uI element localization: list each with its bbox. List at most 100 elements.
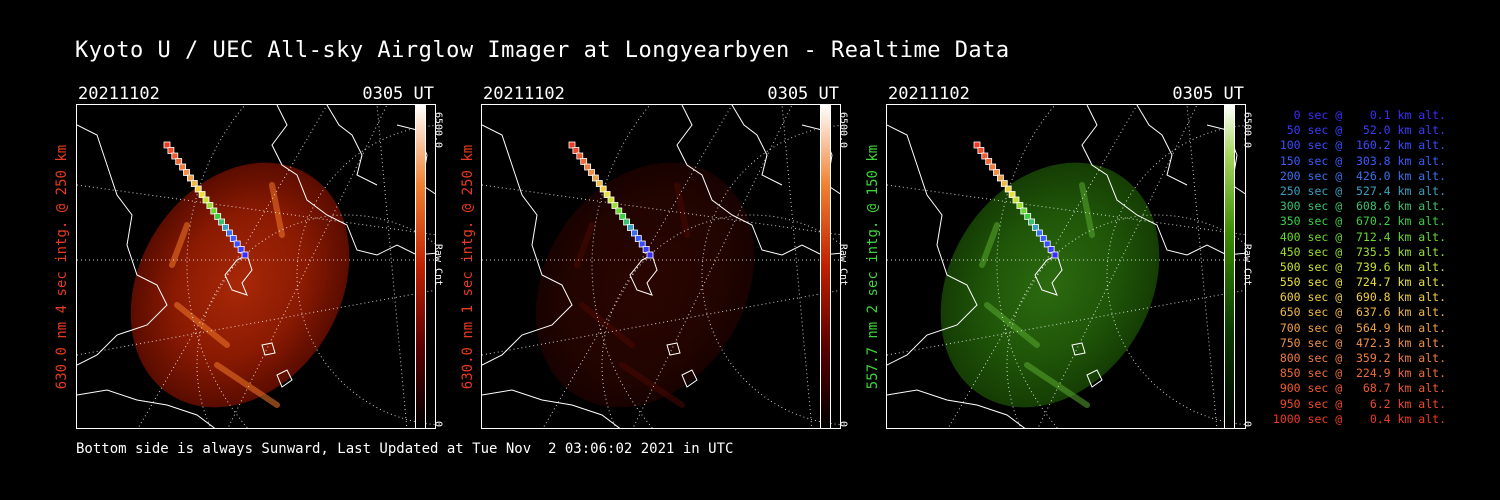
track-marker — [167, 147, 175, 154]
colorbar-max: 6500.0 — [1241, 111, 1253, 149]
aurora-streak — [1024, 362, 1090, 408]
track-marker — [1016, 202, 1024, 209]
legend-row: 1000 sec @ 0.4 km alt. — [1272, 411, 1446, 426]
track-marker — [584, 163, 591, 171]
track-marker — [175, 158, 183, 165]
track-marker — [1020, 207, 1028, 215]
track-marker — [229, 235, 237, 242]
track-marker — [615, 207, 623, 215]
coastline — [887, 124, 978, 366]
colorbar — [415, 104, 426, 429]
grid-line — [781, 105, 813, 428]
coastline — [271, 105, 435, 256]
track-marker — [977, 147, 985, 154]
track-marker — [634, 235, 642, 242]
track-marker — [592, 174, 599, 182]
aurora-streak — [674, 182, 690, 238]
track-marker — [187, 174, 194, 182]
panel-date: 20211102 — [483, 84, 565, 104]
coastline — [801, 124, 840, 195]
grid-line — [1037, 105, 1198, 428]
panel-time: 0305 UT — [1172, 84, 1244, 104]
track-marker — [973, 141, 981, 149]
legend-row: 200 sec @ 426.0 km alt. — [1279, 168, 1446, 183]
track-marker — [572, 147, 580, 154]
track-marker — [206, 202, 214, 209]
coastline — [1206, 124, 1245, 195]
track-marker — [171, 152, 179, 160]
track-marker — [1047, 246, 1055, 253]
track-marker — [233, 240, 241, 248]
track-marker — [190, 180, 198, 187]
coastline — [482, 124, 573, 366]
track-marker — [218, 218, 226, 226]
colorbar-unit: Raw Cnt — [432, 243, 444, 287]
coastline — [482, 389, 621, 428]
aurora-streak — [269, 182, 285, 238]
footer-note: Bottom side is always Sunward, Last Upda… — [76, 441, 734, 457]
colorbar-unit: Raw Cnt — [1241, 243, 1253, 287]
track-marker — [646, 251, 654, 259]
grid-line — [77, 289, 435, 356]
legend-row: 50 sec @ 52.0 km alt. — [1286, 123, 1446, 138]
panel-ylabel: 630.0 nm 1 sec intg. @ 250 km — [460, 144, 476, 389]
colorbar-min: 0 — [1241, 420, 1253, 428]
track-marker — [1008, 191, 1016, 198]
track-marker — [163, 141, 171, 149]
track-marker — [627, 224, 634, 231]
panel-time: 0305 UT — [362, 84, 434, 104]
coastline — [887, 389, 1026, 428]
aurora-streak — [619, 362, 685, 408]
track-marker — [638, 240, 646, 248]
panel-ylabel: 557.7 nm 2 sec intg. @ 150 km — [865, 144, 881, 389]
track-marker — [202, 196, 210, 204]
panel-date: 20211102 — [78, 84, 160, 104]
track-marker — [1028, 218, 1036, 226]
legend-row: 450 sec @ 735.5 km alt. — [1279, 244, 1446, 259]
colorbar-min: 0 — [432, 420, 444, 428]
track-marker — [993, 169, 1000, 176]
coastline — [1081, 105, 1245, 256]
track-marker — [237, 246, 245, 253]
coastline — [1071, 342, 1103, 388]
aurora-streak — [979, 222, 1000, 268]
coastline — [1136, 105, 1188, 186]
coastline — [77, 389, 216, 428]
track-marker — [576, 152, 584, 160]
satellite-track-legend: 0 sec @ 0.1 km alt. 50 sec @ 52.0 km alt.… — [1256, 108, 1446, 427]
track-marker — [214, 213, 222, 220]
track-marker — [599, 185, 607, 193]
track-marker — [225, 229, 233, 237]
colorbar-max: 6500.0 — [432, 111, 444, 149]
grid-line — [376, 105, 408, 428]
track-marker — [989, 163, 996, 171]
aurora-streak — [214, 362, 280, 408]
coastline — [731, 105, 783, 186]
allsky-image — [886, 104, 1246, 429]
coastline — [676, 105, 840, 256]
track-marker — [1000, 180, 1008, 187]
grid-line — [632, 105, 793, 428]
page-title: Kyoto U / UEC All-sky Airglow Imager at … — [75, 38, 1010, 63]
track-marker — [1043, 240, 1051, 248]
track-marker — [222, 224, 229, 231]
grid-line — [887, 184, 1245, 236]
track-marker — [1012, 196, 1020, 204]
track-marker — [198, 191, 206, 198]
legend-row: 250 sec @ 527.4 km alt. — [1279, 183, 1446, 198]
allsky-image — [481, 104, 841, 429]
track-marker — [997, 174, 1004, 182]
track-marker — [194, 185, 202, 193]
legend-row: 300 sec @ 608.6 km alt. — [1279, 199, 1446, 214]
legend-row: 550 sec @ 724.7 km alt. — [1279, 275, 1446, 290]
track-marker — [642, 246, 650, 253]
legend-row: 500 sec @ 739.6 km alt. — [1279, 259, 1446, 274]
track-marker — [179, 163, 186, 171]
track-marker — [630, 229, 638, 237]
track-marker — [981, 152, 989, 160]
allsky-image — [76, 104, 436, 429]
grid-line — [77, 184, 435, 236]
panel-date: 20211102 — [888, 84, 970, 104]
legend-row: 900 sec @ 68.7 km alt. — [1279, 381, 1446, 396]
track-marker — [607, 196, 615, 204]
